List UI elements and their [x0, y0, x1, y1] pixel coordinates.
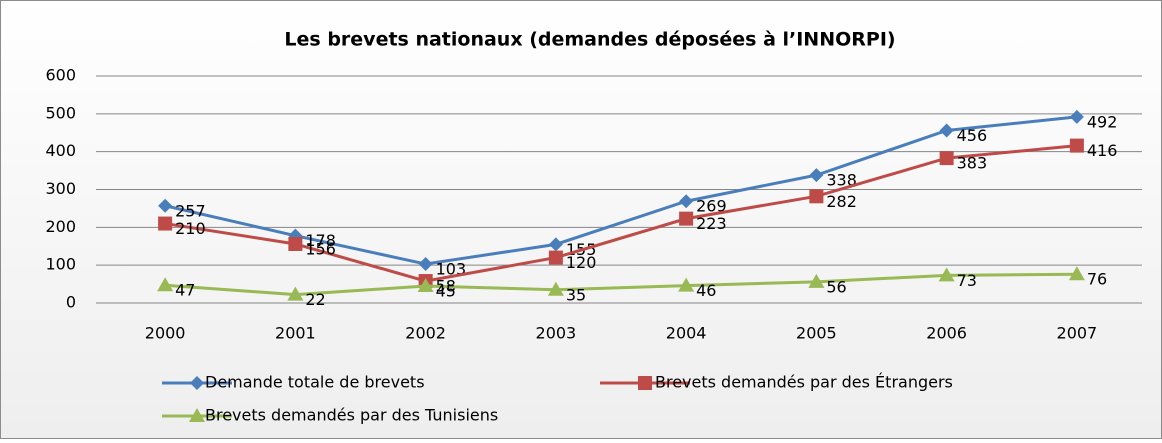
data-label: 76: [1087, 270, 1107, 289]
marker: [1069, 138, 1084, 153]
marker: [417, 277, 434, 292]
marker: [189, 408, 205, 422]
marker: [548, 237, 563, 252]
x-tick-label: 2007: [1057, 324, 1098, 343]
data-label: 492: [1087, 112, 1118, 131]
marker: [190, 376, 204, 390]
legend-label: Brevets demandés par des Tunisiens: [205, 406, 498, 425]
marker: [418, 257, 433, 272]
x-tick-label: 2004: [666, 324, 707, 343]
marker: [679, 211, 694, 226]
marker: [638, 376, 652, 390]
data-label: 73: [957, 271, 977, 290]
marker: [1069, 109, 1084, 124]
data-label: 120: [566, 253, 597, 272]
y-tick-label: 500: [45, 103, 76, 122]
y-tick-label: 300: [45, 179, 76, 198]
marker: [938, 267, 955, 282]
data-label: 178: [305, 231, 336, 250]
chart-title: Les brevets nationaux (demandes déposées…: [284, 29, 895, 51]
x-tick-label: 2005: [796, 324, 837, 343]
data-label: 338: [826, 171, 857, 190]
marker: [1068, 266, 1085, 281]
data-label: 257: [175, 201, 206, 220]
series-line: [164, 144, 1078, 283]
x-tick-label: 2001: [275, 324, 316, 343]
series-line: [165, 272, 1077, 297]
data-label: 416: [1087, 141, 1118, 160]
data-label: 56: [826, 277, 846, 296]
data-label: 223: [696, 214, 727, 233]
x-tick-label: 2006: [926, 324, 967, 343]
series-line: [164, 115, 1078, 266]
x-tick-label: 2000: [145, 324, 186, 343]
marker: [808, 273, 825, 288]
y-tick-label: 200: [45, 217, 76, 236]
marker: [287, 286, 304, 301]
marker: [158, 198, 173, 213]
data-label: 22: [305, 290, 325, 309]
data-label: 383: [957, 154, 988, 173]
y-tick-label: 100: [45, 255, 76, 274]
marker: [678, 277, 695, 292]
y-tick-label: 600: [45, 66, 76, 85]
marker: [939, 151, 954, 166]
marker: [548, 250, 563, 265]
data-label: 35: [566, 285, 586, 304]
data-label: 45: [436, 281, 456, 300]
data-label: 47: [175, 281, 195, 300]
y-tick-label: 0: [66, 293, 76, 312]
data-label: 282: [826, 192, 857, 211]
marker: [809, 168, 824, 183]
data-label: 46: [696, 281, 716, 300]
marker: [939, 123, 954, 138]
marker: [288, 236, 303, 251]
data-label: 269: [696, 197, 727, 216]
marker: [157, 277, 174, 292]
data-label: 210: [175, 219, 206, 238]
marker: [547, 281, 564, 296]
x-tick-label: 2003: [536, 324, 577, 343]
marker: [809, 189, 824, 204]
data-label: 456: [957, 126, 988, 145]
y-tick-label: 400: [45, 141, 76, 160]
x-tick-label: 2002: [405, 324, 446, 343]
marker: [158, 216, 173, 231]
marker: [679, 194, 694, 209]
data-label: 156: [305, 239, 336, 258]
legend-label: Brevets demandés par des Étrangers: [655, 373, 953, 392]
legend-label: Demande totale de brevets: [205, 373, 425, 392]
